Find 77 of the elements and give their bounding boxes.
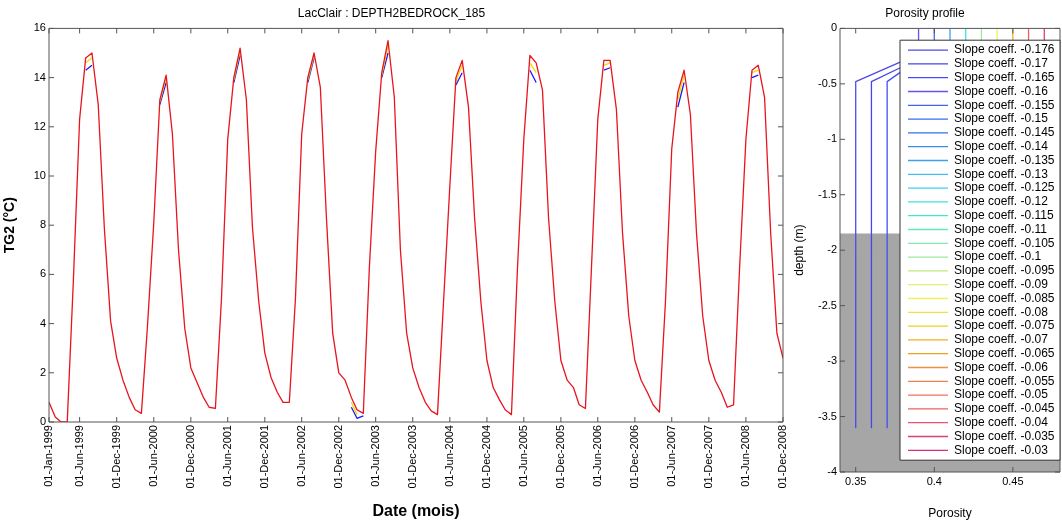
chart-title: Porosity profile [885, 5, 965, 20]
legend-label: Slope coeff. -0.05 [954, 387, 1049, 402]
legend-label: Slope coeff. -0.105 [954, 235, 1055, 250]
x-tick-label: 01-Dec-2007 [701, 425, 714, 489]
legend-label: Slope coeff. -0.15 [954, 111, 1049, 126]
legend-label: Slope coeff. -0.035 [954, 428, 1055, 443]
x-tick-label: 0.45 [1002, 474, 1024, 487]
y-tick-label: 8 [39, 218, 46, 231]
x-tick-label: 01-Dec-2002 [331, 425, 344, 489]
y-tick-label: 2 [39, 365, 46, 378]
x-tick-label: 01-Dec-2008 [776, 425, 789, 489]
x-tick-label: 01-Jun-2007 [664, 425, 677, 487]
legend-label: Slope coeff. -0.075 [954, 318, 1055, 333]
legend-label: Slope coeff. -0.09 [954, 277, 1049, 292]
x-tick-label: 01-Jun-2000 [146, 425, 159, 487]
legend-label: Slope coeff. -0.176 [954, 42, 1055, 57]
x-tick-label: 01-Jun-1999 [72, 425, 85, 487]
legend-label: Slope coeff. -0.115 [954, 208, 1054, 223]
legend-label: Slope coeff. -0.16 [954, 83, 1049, 98]
legend-label: Slope coeff. -0.11 [954, 221, 1048, 236]
y-tick-label: 0 [830, 21, 837, 34]
legend-label: Slope coeff. -0.14 [954, 139, 1049, 154]
legend-label: Slope coeff. -0.06 [954, 359, 1049, 374]
y-tick-label: 6 [39, 267, 46, 280]
legend-label: Slope coeff. -0.135 [954, 152, 1055, 167]
x-tick-label: 01-Jun-2006 [590, 425, 603, 487]
y-tick-label: 16 [33, 21, 46, 34]
legend-label: Slope coeff. -0.08 [954, 304, 1049, 319]
legend-label: Slope coeff. -0.03 [954, 442, 1049, 457]
y-tick-label: 10 [33, 169, 46, 182]
y-tick-label: 14 [33, 70, 46, 83]
x-axis-title: Date (mois) [372, 501, 460, 519]
y-tick-label: -1 [827, 132, 837, 145]
x-tick-label: 0.35 [845, 474, 867, 487]
legend-label: Slope coeff. -0.095 [954, 263, 1055, 278]
y-tick-label: -4 [827, 465, 837, 478]
y-tick-label: -2 [827, 243, 837, 256]
x-tick-label: 01-Jun-2005 [516, 425, 529, 487]
legend-label: Slope coeff. -0.17 [954, 56, 1049, 71]
legend-label: Slope coeff. -0.155 [954, 97, 1055, 112]
y-tick-label: -0.5 [818, 76, 837, 89]
legend-label: Slope coeff. -0.055 [954, 373, 1055, 388]
y-tick-label: -3 [827, 354, 837, 367]
y-axis-title: depth (m) [791, 224, 806, 276]
x-tick-label: 01-Dec-2001 [257, 425, 270, 489]
y-tick-label: -3.5 [818, 409, 837, 422]
legend-label: Slope coeff. -0.07 [954, 332, 1049, 347]
x-tick-label: 01-Dec-2000 [183, 425, 196, 489]
x-tick-label: 01-Jun-2003 [368, 425, 381, 487]
y-tick-label: 4 [39, 316, 46, 329]
y-tick-label: 12 [33, 119, 46, 132]
y-tick-label: -2.5 [818, 298, 837, 311]
x-tick-label: 0.4 [926, 474, 942, 487]
legend-label: Slope coeff. -0.04 [954, 415, 1049, 430]
x-tick-label: 01-Dec-2005 [553, 425, 566, 489]
legend-label: Slope coeff. -0.12 [954, 194, 1049, 209]
legend-label: Slope coeff. -0.065 [954, 346, 1055, 361]
x-tick-label: 01-Jan-1999 [42, 425, 55, 487]
chart-title: LacClair : DEPTH2BEDROCK_185 [297, 5, 486, 20]
legend-label: Slope coeff. -0.165 [954, 70, 1055, 85]
y-tick-label: -1.5 [818, 187, 837, 200]
legend-label: Slope coeff. -0.1 [954, 249, 1042, 264]
x-tick-label: 01-Jun-2001 [220, 425, 233, 487]
x-tick-label: 01-Dec-2004 [479, 425, 492, 489]
legend-label: Slope coeff. -0.085 [954, 290, 1055, 305]
x-tick-label: 01-Jun-2004 [442, 425, 455, 487]
x-tick-label: 01-Jun-2008 [738, 425, 751, 487]
x-tick-label: 01-Dec-2006 [627, 425, 640, 489]
y-axis-title: TG2 (°C) [1, 197, 18, 254]
x-tick-label: 01-Jun-2002 [294, 425, 307, 487]
legend-label: Slope coeff. -0.145 [954, 125, 1055, 140]
x-axis-title: Porosity [928, 506, 972, 521]
legend-label: Slope coeff. -0.13 [954, 166, 1049, 181]
legend-label: Slope coeff. -0.125 [954, 180, 1055, 195]
x-tick-label: 01-Dec-1999 [109, 425, 122, 489]
legend-label: Slope coeff. -0.045 [954, 401, 1055, 416]
x-tick-label: 01-Dec-2003 [405, 425, 418, 489]
